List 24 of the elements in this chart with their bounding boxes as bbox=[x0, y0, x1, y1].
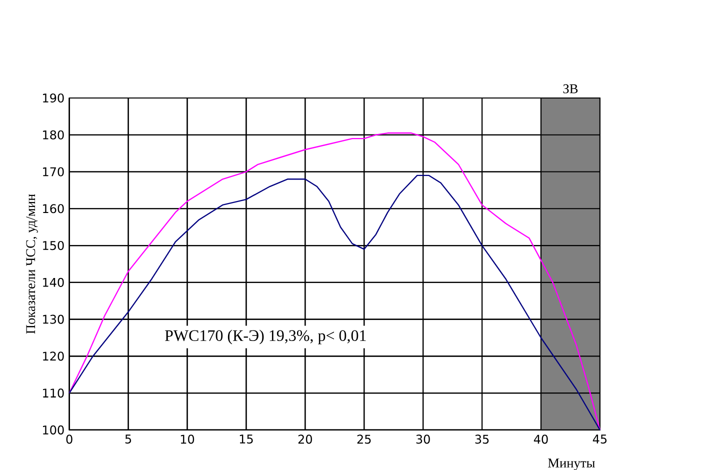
x-tick-label: 5 bbox=[125, 434, 132, 444]
y-tick-label: 110 bbox=[43, 388, 64, 398]
x-tick-label: 0 bbox=[66, 434, 72, 444]
x-tick-label: 15 bbox=[240, 434, 253, 444]
y-tick-label: 150 bbox=[43, 241, 64, 250]
x-tick-label: 25 bbox=[357, 434, 371, 444]
x-tick-label: 45 bbox=[592, 434, 607, 444]
y-tick-label: 140 bbox=[43, 278, 64, 287]
x-tick-label: 40 bbox=[534, 434, 548, 444]
x-tick-label: 35 bbox=[475, 434, 489, 444]
y-tick-label: 100 bbox=[43, 425, 64, 435]
y-tick-label: 130 bbox=[43, 314, 64, 324]
y-tick-label: 120 bbox=[43, 352, 64, 361]
y-tick-label: 170 bbox=[43, 167, 64, 176]
x-tick-label: 20 bbox=[298, 434, 312, 444]
y-axis-title: Показатели ЧСС, уд/мин bbox=[26, 194, 38, 334]
x-axis-title: Минуты bbox=[548, 458, 595, 470]
annotation: PWC170 (К-Э) 19,3%, p< 0,01 bbox=[165, 330, 366, 344]
y-tick-label: 160 bbox=[43, 204, 64, 214]
band-label: ЗВ bbox=[563, 84, 578, 94]
y-tick-label: 180 bbox=[43, 130, 64, 140]
y-tick-label: 190 bbox=[43, 93, 64, 103]
x-tick-label: 10 bbox=[180, 434, 194, 444]
x-tick-label: 30 bbox=[416, 434, 430, 444]
